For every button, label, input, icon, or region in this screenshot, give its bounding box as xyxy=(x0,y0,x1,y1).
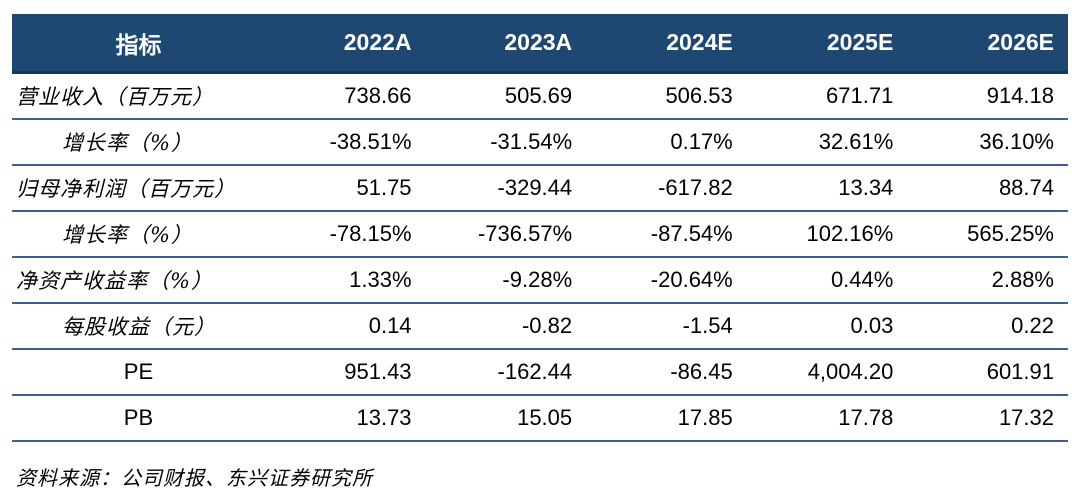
cell-value: 0.03 xyxy=(746,303,908,350)
header-year-2026e: 2026E xyxy=(907,14,1068,74)
cell-value: -20.64% xyxy=(586,257,747,304)
cell-value: 36.10% xyxy=(907,119,1068,166)
row-label-eps: 每股收益（元） xyxy=(12,303,265,350)
cell-value: 0.22 xyxy=(907,303,1068,350)
cell-value: 1.33% xyxy=(264,257,426,304)
table-row-revenue: 营业收入（百万元） 738.66 505.69 506.53 671.71 91… xyxy=(12,72,1068,120)
cell-value: -736.57% xyxy=(425,211,587,258)
row-label-net-profit: 归母净利润（百万元） xyxy=(12,165,265,212)
header-year-2024e: 2024E xyxy=(586,14,747,74)
header-year-2023a: 2023A xyxy=(425,14,587,74)
row-label-revenue: 营业收入（百万元） xyxy=(12,72,265,120)
table-row-roe: 净资产收益率（%） 1.33% -9.28% -20.64% 0.44% 2.8… xyxy=(12,257,1068,304)
cell-value: 13.73 xyxy=(264,395,426,442)
cell-value: 17.85 xyxy=(586,395,747,442)
row-label-pb: PB xyxy=(12,395,265,442)
header-year-2025e: 2025E xyxy=(746,14,908,74)
cell-value: 0.14 xyxy=(264,303,426,350)
cell-value: 671.71 xyxy=(746,72,908,120)
cell-value: -617.82 xyxy=(586,165,747,212)
cell-value: -31.54% xyxy=(425,119,587,166)
cell-value: 15.05 xyxy=(425,395,587,442)
cell-value: 13.34 xyxy=(746,165,908,212)
cell-value: -86.45 xyxy=(586,349,747,396)
row-label-pe: PE xyxy=(12,349,265,396)
cell-value: 17.32 xyxy=(907,395,1068,442)
table-row-profit-growth: 增长率（%） -78.15% -736.57% -87.54% 102.16% … xyxy=(12,211,1068,258)
cell-value: 738.66 xyxy=(264,72,426,120)
table-row-net-profit: 归母净利润（百万元） 51.75 -329.44 -617.82 13.34 8… xyxy=(12,165,1068,212)
cell-value: 601.91 xyxy=(907,349,1068,396)
table-row-eps: 每股收益（元） 0.14 -0.82 -1.54 0.03 0.22 xyxy=(12,303,1068,350)
cell-value: 88.74 xyxy=(907,165,1068,212)
table-row-revenue-growth: 增长率（%） -38.51% -31.54% 0.17% 32.61% 36.1… xyxy=(12,119,1068,166)
cell-value: 505.69 xyxy=(425,72,587,120)
cell-value: 2.88% xyxy=(907,257,1068,304)
cell-value: 17.78 xyxy=(746,395,908,442)
cell-value: 51.75 xyxy=(264,165,426,212)
header-year-2022a: 2022A xyxy=(264,14,426,74)
financial-forecast-table: 指标 2022A 2023A 2024E 2025E 2026E 营业收入（百万… xyxy=(12,14,1068,442)
cell-value: 32.61% xyxy=(746,119,908,166)
table-header-row: 指标 2022A 2023A 2024E 2025E 2026E xyxy=(12,14,1068,74)
cell-value: 951.43 xyxy=(264,349,426,396)
cell-value: 102.16% xyxy=(746,211,908,258)
cell-value: 4,004.20 xyxy=(746,349,908,396)
table-row-pe: PE 951.43 -162.44 -86.45 4,004.20 601.91 xyxy=(12,349,1068,396)
table-row-pb: PB 13.73 15.05 17.85 17.78 17.32 xyxy=(12,395,1068,442)
cell-value: -38.51% xyxy=(264,119,426,166)
cell-value: 0.17% xyxy=(586,119,747,166)
row-label-roe: 净资产收益率（%） xyxy=(12,257,265,304)
cell-value: -1.54 xyxy=(586,303,747,350)
row-label-revenue-growth: 增长率（%） xyxy=(12,119,265,166)
header-indicator: 指标 xyxy=(12,14,265,74)
cell-value: -78.15% xyxy=(264,211,426,258)
cell-value: -162.44 xyxy=(425,349,587,396)
cell-value: -0.82 xyxy=(425,303,587,350)
source-note: 资料来源：公司财报、东兴证券研究所 xyxy=(16,466,373,490)
cell-value: 914.18 xyxy=(907,72,1068,120)
cell-value: 565.25% xyxy=(907,211,1068,258)
cell-value: -87.54% xyxy=(586,211,747,258)
row-label-profit-growth: 增长率（%） xyxy=(12,211,265,258)
cell-value: 506.53 xyxy=(586,72,747,120)
cell-value: -9.28% xyxy=(425,257,587,304)
cell-value: 0.44% xyxy=(746,257,908,304)
cell-value: -329.44 xyxy=(425,165,587,212)
